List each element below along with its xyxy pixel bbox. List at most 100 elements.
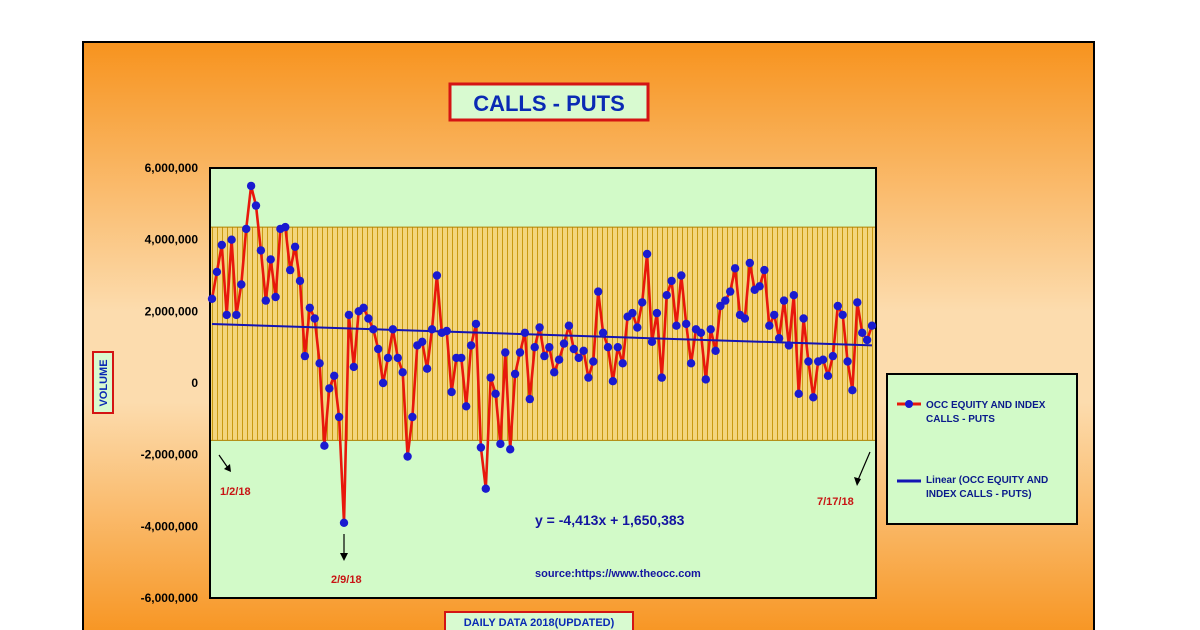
data-point: [642, 249, 652, 259]
data-point: [295, 276, 305, 286]
data-point: [628, 308, 637, 318]
data-point: [525, 394, 534, 404]
data-point: [686, 359, 696, 368]
data-point: [510, 369, 520, 379]
data-point: [745, 258, 754, 268]
data-point: [848, 386, 857, 395]
data-point: [462, 402, 471, 411]
data-point: [359, 303, 368, 312]
data-point: [398, 368, 407, 377]
data-point: [862, 335, 872, 345]
data-point: [579, 346, 588, 355]
data-point: [349, 362, 358, 372]
data-point: [418, 337, 427, 346]
data-point: [496, 439, 505, 449]
data-point: [804, 357, 813, 366]
data-point: [427, 325, 437, 334]
data-point: [726, 287, 735, 296]
y-tick-label: 2,000,000: [145, 304, 199, 318]
y-tick-label: -6,000,000: [141, 591, 199, 605]
data-point: [818, 355, 828, 364]
y-tick-label: -2,000,000: [141, 448, 199, 462]
data-point: [618, 359, 627, 368]
data-point: [721, 296, 730, 305]
data-point: [755, 282, 764, 291]
data-point: [662, 291, 671, 300]
source-label: source:https://www.theocc.com: [535, 568, 701, 580]
data-point: [383, 353, 393, 363]
data-point: [760, 265, 769, 275]
data-point: [867, 321, 877, 330]
data-point: [442, 326, 451, 336]
data-point: [784, 341, 794, 350]
y-tick-label: 0: [191, 376, 198, 390]
data-point: [633, 323, 642, 332]
data-point: [711, 346, 720, 355]
data-point: [266, 255, 275, 264]
data-point: [271, 292, 280, 302]
data-point: [310, 314, 319, 323]
data-point: [325, 384, 334, 393]
annotation-start: 1/2/18: [218, 454, 251, 498]
data-point: [378, 378, 388, 388]
series-line: [210, 184, 874, 525]
data-point: [770, 310, 779, 320]
y-tick-label: 6,000,000: [145, 161, 199, 175]
legend-series-label-line2: CALLS - PUTS: [926, 414, 995, 425]
data-point: [281, 222, 290, 232]
data-point: [799, 314, 808, 323]
data-point: [212, 267, 222, 277]
legend-item-trendline: Linear (OCC EQUITY AND INDEX CALLS - PUT…: [897, 475, 1048, 500]
annotation-end-date: 7/17/18: [817, 496, 854, 508]
legend-item-series: OCC EQUITY AND INDEX CALLS - PUTS: [897, 400, 1046, 425]
trendline: [211, 323, 873, 347]
data-point: [843, 357, 852, 366]
x-axis-label: DAILY DATA 2018(UPDATED): [464, 617, 615, 629]
data-point: [251, 201, 261, 210]
data-point: [647, 337, 657, 346]
data-point: [667, 276, 676, 286]
y-axis-tick-labels: 6,000,000 4,000,000 2,000,000 0 -2,000,0…: [141, 161, 199, 605]
data-point: [369, 325, 378, 334]
data-point: [261, 296, 270, 305]
data-point: [696, 328, 706, 337]
series-layer: [207, 181, 877, 527]
data-point: [305, 303, 314, 312]
data-point: [677, 271, 686, 280]
data-point: [217, 240, 226, 250]
data-point: [403, 452, 412, 461]
data-point: [374, 344, 383, 354]
data-point: [823, 371, 833, 380]
data-point: [853, 298, 862, 307]
annotation-low-date: 2/9/18: [331, 574, 362, 586]
data-point: [564, 321, 574, 330]
trendline-equation: y = -4,413x + 1,650,383: [535, 512, 685, 528]
data-point: [730, 264, 740, 273]
data-point: [598, 328, 608, 337]
data-point: [652, 308, 662, 318]
data-point: [246, 181, 256, 191]
data-point: [530, 343, 539, 352]
data-point: [256, 246, 266, 255]
legend-trendline-label-line1: Linear (OCC EQUITY AND: [926, 475, 1048, 486]
data-point: [422, 364, 432, 373]
data-point: [330, 371, 339, 380]
data-point: [682, 319, 691, 329]
data-point: [237, 280, 246, 289]
data-point: [584, 373, 593, 382]
data-point: [339, 518, 349, 527]
data-point: [559, 339, 569, 348]
data-point: [388, 325, 398, 334]
data-point: [286, 265, 295, 275]
legend: OCC EQUITY AND INDEX CALLS - PUTS Linear…: [886, 373, 1078, 525]
data-point: [501, 348, 510, 357]
data-point: [290, 242, 300, 251]
title-box: CALLS - PUTS: [448, 82, 650, 122]
data-point: [520, 328, 530, 337]
y-tick-label: -4,000,000: [141, 519, 199, 533]
data-point: [408, 412, 417, 422]
data-point: [232, 310, 241, 320]
data-point: [491, 389, 500, 398]
data-point: [706, 325, 715, 334]
